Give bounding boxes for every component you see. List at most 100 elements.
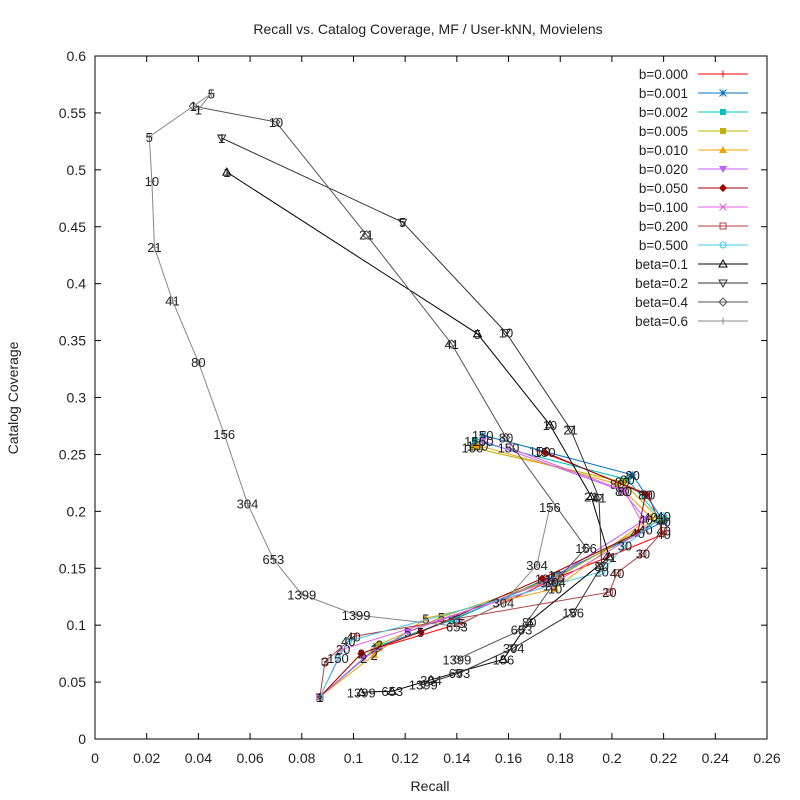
legend-label: beta=0.1 [635, 257, 688, 272]
legend-label: b=0.005 [639, 124, 688, 139]
point-label: 80 [191, 355, 205, 370]
point-label: 156 [493, 652, 515, 667]
data-point [550, 577, 560, 587]
point-label: 156 [539, 500, 561, 515]
x-tick-label: 0.02 [133, 750, 160, 766]
point-label: 80 [522, 615, 536, 630]
series-beta=0.2: 1 5 10 21 41 80 156 304 653 1399 [216, 131, 609, 692]
data-point [554, 574, 561, 581]
point-label: 80 [594, 559, 608, 574]
legend-marker [719, 89, 727, 97]
x-tick-label: 0 [91, 750, 99, 766]
legend-entry: b=0.500 [639, 238, 748, 253]
point-label: 304 [493, 595, 515, 610]
data-point [499, 598, 507, 606]
data-point [216, 134, 227, 143]
legend-marker [718, 279, 728, 289]
point-label: 1399 [442, 652, 471, 667]
legend-marker [718, 297, 728, 307]
data-point [452, 654, 462, 665]
point-label: 80 [499, 430, 513, 445]
data-point [628, 471, 637, 479]
point-label: 653 [262, 552, 284, 567]
data-point [508, 644, 519, 653]
point-label: 80 [638, 487, 652, 502]
point-label: 1 [316, 690, 323, 705]
data-point [454, 669, 465, 678]
x-tick-label: 0.12 [392, 750, 419, 766]
data-point [469, 444, 476, 451]
point-label: 5 [417, 625, 424, 640]
data-point [501, 329, 511, 338]
point-label: 653 [381, 684, 403, 699]
data-point [438, 614, 445, 621]
legend-label: b=0.010 [639, 143, 688, 158]
axes: 0 0.02 0.04 0.06 0.08 0.1 0.12 0.14 0.16 0.18 0.2 0… [59, 48, 781, 766]
point-label: 1 [223, 165, 230, 180]
data-point [243, 499, 251, 507]
point-label: 5 [146, 130, 153, 145]
data-point [498, 654, 509, 663]
point-label: 21 [584, 490, 598, 505]
point-label: 156 [213, 427, 235, 442]
series-line [319, 515, 664, 698]
point-label: 41 [444, 337, 458, 352]
point-label: 1 [195, 103, 202, 118]
data-point [620, 486, 629, 495]
data-point [370, 650, 379, 658]
data-point [418, 680, 429, 690]
x-tick-label: 0.18 [547, 750, 574, 766]
point-label: 2 [360, 651, 367, 666]
point-label: 20 [594, 565, 608, 580]
legend-label: b=0.100 [639, 200, 688, 215]
point-label: 2 [376, 638, 383, 653]
legend-label: b=0.000 [639, 67, 688, 82]
legend-marker [719, 184, 727, 192]
data-point [269, 555, 277, 563]
data-point [148, 177, 156, 185]
data-point [545, 419, 555, 429]
y-tick-label: 0.6 [67, 48, 87, 64]
point-label: 304 [526, 558, 548, 573]
point-label: 10 [550, 570, 564, 585]
point-label: 1 [316, 690, 323, 705]
point-label: 40 [656, 524, 670, 539]
point-label: 5 [399, 215, 406, 230]
data-point [619, 478, 626, 485]
data-point [604, 551, 615, 561]
data-point [641, 516, 650, 524]
legend-entry: b=0.005 [639, 124, 748, 139]
legend-entry: b=0.002 [639, 105, 748, 120]
point-label: 30 [636, 546, 650, 561]
series-line [148, 93, 551, 627]
legend-entry: beta=0.6 [635, 314, 748, 329]
x-tick-label: 0.26 [753, 750, 780, 766]
point-label: 40 [610, 566, 624, 581]
data-point [546, 503, 554, 511]
legend-label: b=0.500 [639, 238, 688, 253]
x-tick-label: 0.2 [602, 750, 622, 766]
y-axis-label: Catalog Coverage [5, 341, 21, 454]
y-tick-label: 0.55 [59, 105, 86, 121]
legend-entry: beta=0.4 [635, 295, 748, 310]
point-label: 5 [438, 610, 445, 625]
legend-label: b=0.200 [639, 219, 688, 234]
data-point [540, 448, 549, 457]
point-label: 150 [498, 441, 520, 456]
series-line [193, 105, 587, 660]
data-point [321, 658, 329, 666]
data-point [194, 106, 202, 114]
data-point [376, 641, 383, 648]
y-tick-label: 0.35 [59, 333, 86, 349]
point-label: 1399 [409, 677, 438, 692]
x-tick-label: 0.1 [344, 750, 364, 766]
legend-marker [719, 70, 727, 78]
data-point [639, 549, 647, 557]
legend-marker [720, 128, 726, 134]
data-point [207, 90, 215, 98]
data-point [472, 328, 483, 338]
legend-marker [718, 258, 728, 268]
